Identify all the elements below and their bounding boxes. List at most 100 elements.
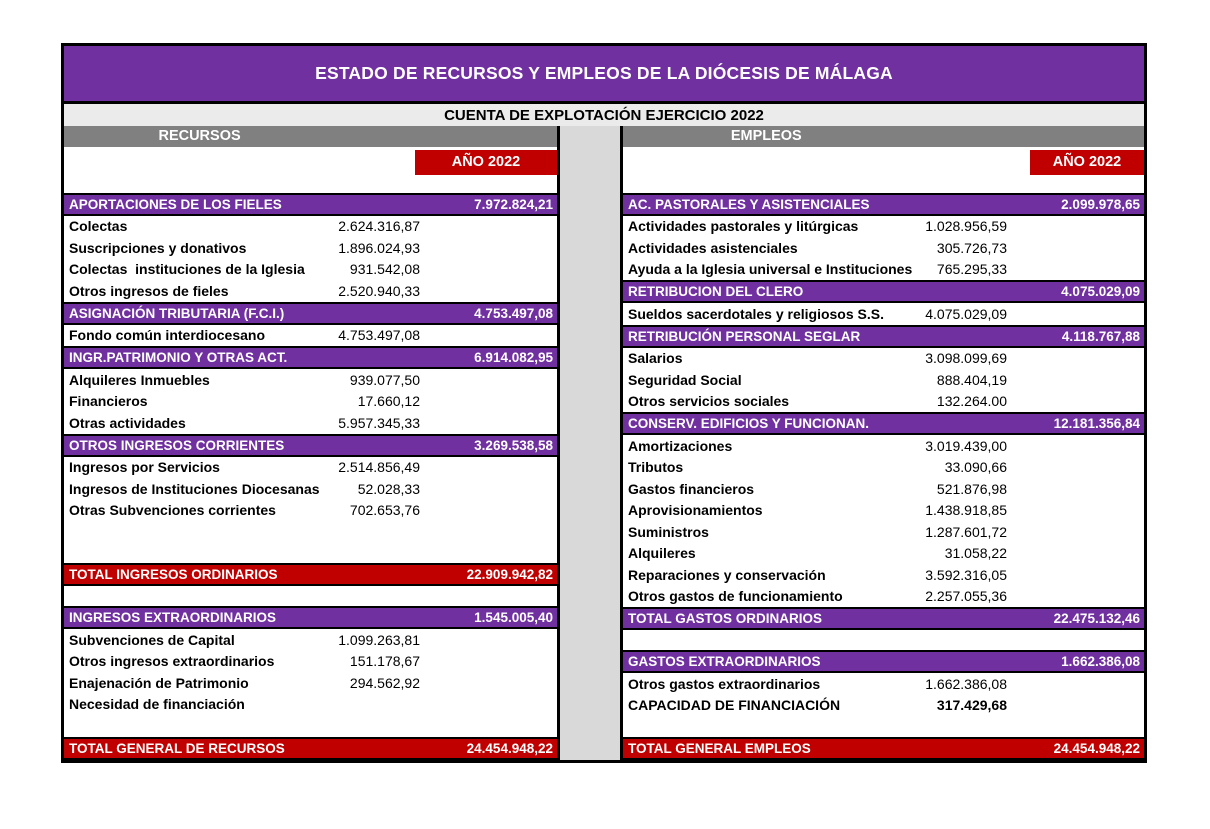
empleos-year-row: AÑO 2022 [623, 147, 1144, 176]
line-item-row: Financieros 17.660,12 [64, 391, 557, 413]
row-value: 6.914.082,95 [474, 350, 553, 365]
row-label: Ingresos por Servicios [69, 459, 220, 476]
line-item-row: Otros ingresos de fieles 2.520.940,33 [64, 280, 557, 302]
row-label: Necesidad de financiación [69, 696, 245, 713]
line-item-row: Fondo común interdiocesano 4.753.497,08 [64, 325, 557, 347]
row-value: 3.592.316,05 [925, 566, 1007, 583]
line-item-row: Enajenación de Patrimonio 294.562,92 [64, 672, 557, 694]
row-label: Colectas instituciones de la Iglesia [69, 261, 305, 278]
line-item-row: Salarios 3.098.099,69 [623, 348, 1144, 370]
row-value: 1.028.956,59 [925, 218, 1007, 235]
line-item-row: Aprovisionamientos 1.438.918,85 [623, 500, 1144, 522]
line-item-row: Colectas instituciones de la Iglesia 931.… [64, 259, 557, 281]
row-value: 33.090,66 [944, 459, 1007, 476]
row-label: Otros servicios sociales [628, 393, 790, 410]
row-value: 3.269.538,58 [474, 437, 553, 453]
section-header-row: INGR.PATRIMONIO Y OTRAS ACT. 6.914.082,95 [64, 346, 557, 369]
row-label: Salarios [628, 350, 683, 367]
section-header-row: RETRIBUCION DEL CLERO 4.075.029,09 [623, 280, 1144, 303]
page-subtitle: CUENTA DE EXPLOTACIÓN EJERCICIO 2022 [444, 106, 764, 124]
row-value: 2.514.856,49 [338, 459, 420, 476]
line-item-row: Seguridad Social 888.404,19 [623, 369, 1144, 391]
row-value: 17.660,12 [357, 393, 420, 410]
row-label: Sueldos sacerdotales y religiosos S.S. [628, 305, 884, 322]
row-value: 702.653,76 [349, 502, 420, 519]
line-item-row: Alquileres Inmuebles 939.077,50 [64, 369, 557, 391]
section-header-row: RETRIBUCIÓN PERSONAL SEGLAR 4.118.767,88 [623, 324, 1144, 348]
row-value: 24.454.948,22 [466, 741, 553, 756]
line-item-row: Alquileres 31.058,22 [623, 543, 1144, 565]
line-item-row: Suscripciones y donativos 1.896.024,93 [64, 237, 557, 259]
line-item-row: Otros ingresos extraordinarios 151.178,67 [64, 651, 557, 673]
row-value: 305.726,73 [936, 239, 1007, 256]
row-value: 765.295,33 [936, 261, 1007, 278]
row-label: RETRIBUCION DEL CLERO [628, 284, 804, 299]
total-row: TOTAL INGRESOS ORDINARIOS 22.909.942,82 [64, 563, 557, 586]
row-value: 888.404,19 [936, 371, 1007, 388]
section-header-row: APORTACIONES DE LOS FIELES 7.972.824,21 [64, 192, 557, 216]
row-value: 3.098.099,69 [925, 350, 1007, 367]
row-label: Otros gastos extraordinarios [628, 675, 821, 692]
year-2022-badge: AÑO 2022 [1030, 150, 1144, 175]
recursos-year-row: AÑO 2022 [64, 147, 557, 176]
row-value: 24.454.948,22 [1053, 741, 1140, 756]
section-header-row: CONSERV. EDIFICIOS Y FUNCIONAN. 12.181.35… [623, 412, 1144, 435]
row-label: TOTAL GENERAL EMPLEOS [628, 741, 811, 756]
row-value: 1.545.005,40 [474, 610, 553, 625]
row-label: Otros ingresos extraordinarios [69, 653, 275, 670]
row-label: Suministros [628, 523, 709, 540]
row-value: 31.058,22 [944, 545, 1007, 562]
row-value: 2.257.055,36 [925, 588, 1007, 605]
row-label: Otros gastos de funcionamiento [628, 588, 843, 605]
line-item-row: Colectas 2.624.316,87 [64, 216, 557, 238]
row-label: Aprovisionamientos [628, 502, 763, 519]
row-label: TOTAL GASTOS ORDINARIOS [628, 611, 823, 626]
row-label: Actividades asistenciales [628, 239, 798, 256]
line-item-row: Necesidad de financiación [64, 694, 557, 716]
total-row: TOTAL GENERAL EMPLEOS 24.454.948,22 [623, 737, 1144, 760]
spacer-row [623, 716, 1144, 737]
row-value: 1.662.386,08 [925, 675, 1007, 692]
empleos-column: EMPLEOS AÑO 2022 AC. PASTORALES Y ASISTE… [623, 126, 1144, 760]
row-label: Amortizaciones [628, 437, 733, 454]
row-value: 22.475.132,46 [1053, 611, 1140, 626]
row-label: Reparaciones y conservación [628, 566, 826, 583]
row-label: Ayuda a la Iglesia universal e Instituci… [628, 261, 913, 278]
row-value: 1.662.386,08 [1061, 654, 1140, 669]
row-label: GASTOS EXTRAORDINARIOS [628, 654, 821, 669]
row-label: Tributos [628, 459, 684, 476]
row-label: Otras Subvenciones corrientes [69, 502, 276, 519]
row-label: RETRIBUCIÓN PERSONAL SEGLAR [628, 328, 861, 344]
section-header-row: AC. PASTORALES Y ASISTENCIALES 2.099.978,… [623, 192, 1144, 216]
spacer-row [64, 176, 557, 193]
row-value: 5.957.345,33 [338, 414, 420, 431]
row-label: OTROS INGRESOS CORRIENTES [69, 437, 285, 453]
empleos-rows: AC. PASTORALES Y ASISTENCIALES 2.099.978,… [623, 192, 1144, 760]
report-title-bar: ESTADO DE RECURSOS Y EMPLEOS DE LA DIÓCE… [64, 46, 1144, 104]
line-item-row: Actividades pastorales y litúrgicas 1.028… [623, 216, 1144, 238]
spacer-row [623, 630, 1144, 650]
columns-divider [557, 126, 623, 760]
year-2022-badge: AÑO 2022 [415, 150, 557, 175]
row-label: TOTAL INGRESOS ORDINARIOS [69, 567, 278, 582]
row-label: Gastos financieros [628, 480, 755, 497]
report-subtitle-bar: CUENTA DE EXPLOTACIÓN EJERCICIO 2022 [64, 104, 1144, 126]
line-item-row: Ayuda a la Iglesia universal e Instituci… [623, 259, 1144, 281]
total-row: TOTAL GASTOS ORDINARIOS 22.475.132,46 [623, 607, 1144, 630]
row-label: Alquileres Inmuebles [69, 371, 210, 388]
row-value: 4.118.767,88 [1061, 328, 1140, 344]
row-label: Seguridad Social [628, 371, 742, 388]
row-label: Subvenciones de Capital [69, 631, 235, 648]
line-item-row: Subvenciones de Capital 1.099.263,81 [64, 629, 557, 651]
row-value: 2.099.978,65 [1061, 196, 1140, 212]
row-value: 317.429,68 [936, 697, 1007, 714]
line-item-row: Sueldos sacerdotales y religiosos S.S. 4.… [623, 303, 1144, 325]
columns-container: RECURSOS AÑO 2022 APORTACIONES DE LOS FI… [64, 126, 1144, 760]
line-item-row: Suministros 1.287.601,72 [623, 521, 1144, 543]
section-header-row: GASTOS EXTRAORDINARIOS 1.662.386,08 [623, 650, 1144, 673]
row-label: ASIGNACIÓN TRIBUTARIA (F.C.I.) [69, 305, 285, 321]
recursos-header-label: RECURSOS [158, 128, 241, 144]
row-value: 22.909.942,82 [466, 567, 553, 582]
row-value: 3.019.439,00 [925, 437, 1007, 454]
row-value: 1.896.024,93 [338, 239, 420, 256]
